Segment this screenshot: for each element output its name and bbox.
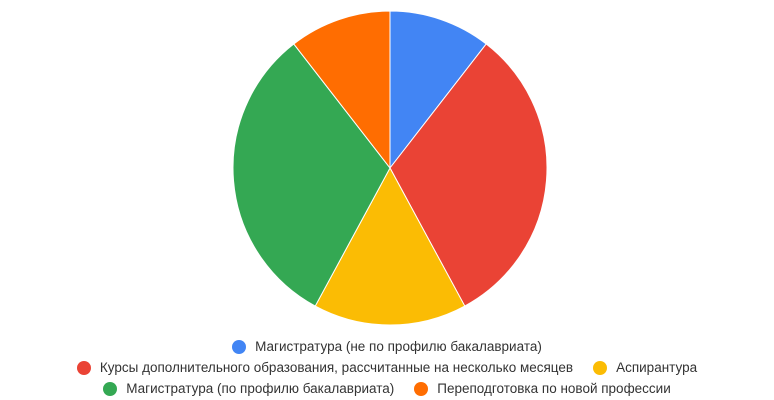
legend-item: Магистратура (не по профилю бакалавриата… xyxy=(232,339,542,354)
pie-slice xyxy=(232,43,391,307)
legend-label: Магистратура (не по профилю бакалавриата… xyxy=(255,339,542,354)
legend-swatch xyxy=(103,381,118,396)
legend-label: Курсы дополнительного образования, рассч… xyxy=(99,360,574,375)
legend-label: Магистратура (по профилю бакалавриата) xyxy=(126,381,395,396)
legend-label: Аспирантура xyxy=(616,360,698,375)
pie-chart xyxy=(232,10,548,326)
pie-slice xyxy=(293,10,391,170)
legend-row: Магистратура (не по профилю бакалавриата… xyxy=(0,336,774,357)
legend-item: Переподготовка по новой профессии xyxy=(414,381,671,396)
pie-slice xyxy=(389,10,487,170)
legend-item: Аспирантура xyxy=(593,360,697,375)
legend-swatch xyxy=(593,360,608,375)
legend-item: Магистратура (по профилю бакалавриата) xyxy=(103,381,394,396)
legend-row: Курсы дополнительного образования, рассч… xyxy=(0,357,774,378)
legend-swatch xyxy=(76,360,91,375)
legend-item: Курсы дополнительного образования, рассч… xyxy=(76,360,574,375)
legend-row: Магистратура (по профилю бакалавриата) П… xyxy=(0,378,774,399)
legend: Магистратура (не по профилю бакалавриата… xyxy=(0,336,774,399)
pie-slice xyxy=(389,43,548,307)
legend-swatch xyxy=(414,381,429,396)
pie-slice xyxy=(314,166,466,326)
legend-label: Переподготовка по новой профессии xyxy=(437,381,671,396)
legend-swatch xyxy=(232,339,247,354)
